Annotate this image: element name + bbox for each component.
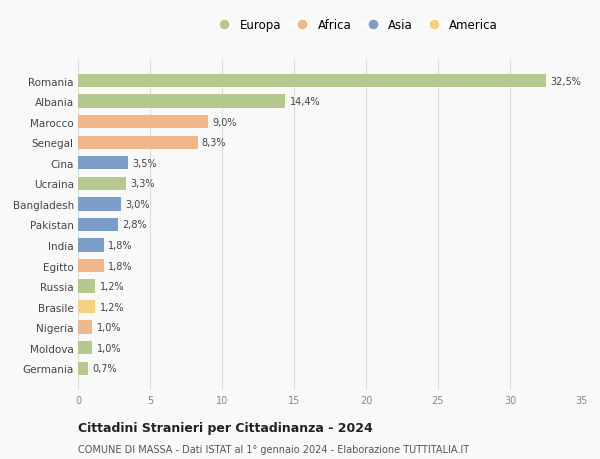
Bar	[78, 157, 128, 170]
Text: 3,5%: 3,5%	[133, 158, 157, 168]
Bar	[78, 259, 104, 273]
Bar	[78, 300, 95, 313]
Text: 2,8%: 2,8%	[122, 220, 147, 230]
Text: 32,5%: 32,5%	[550, 76, 581, 86]
Bar	[78, 95, 286, 108]
Text: 1,0%: 1,0%	[97, 323, 121, 332]
Bar	[78, 280, 95, 293]
Bar	[78, 136, 197, 150]
Text: 1,8%: 1,8%	[108, 261, 133, 271]
Bar	[78, 362, 88, 375]
Bar	[78, 116, 208, 129]
Bar	[78, 218, 118, 232]
Text: 9,0%: 9,0%	[212, 118, 236, 127]
Text: Cittadini Stranieri per Cittadinanza - 2024: Cittadini Stranieri per Cittadinanza - 2…	[78, 421, 373, 434]
Text: 3,0%: 3,0%	[125, 199, 150, 209]
Bar	[78, 198, 121, 211]
Text: 3,3%: 3,3%	[130, 179, 154, 189]
Bar	[78, 321, 92, 334]
Text: 1,2%: 1,2%	[100, 281, 124, 291]
Text: 14,4%: 14,4%	[290, 97, 320, 107]
Bar	[78, 75, 546, 88]
Bar	[78, 177, 125, 190]
Text: 8,3%: 8,3%	[202, 138, 226, 148]
Text: 1,2%: 1,2%	[100, 302, 124, 312]
Text: 1,8%: 1,8%	[108, 241, 133, 251]
Text: 0,7%: 0,7%	[92, 364, 117, 374]
Bar	[78, 341, 92, 355]
Text: COMUNE DI MASSA - Dati ISTAT al 1° gennaio 2024 - Elaborazione TUTTITALIA.IT: COMUNE DI MASSA - Dati ISTAT al 1° genna…	[78, 444, 469, 454]
Legend: Europa, Africa, Asia, America: Europa, Africa, Asia, America	[212, 19, 498, 32]
Bar	[78, 239, 104, 252]
Text: 1,0%: 1,0%	[97, 343, 121, 353]
